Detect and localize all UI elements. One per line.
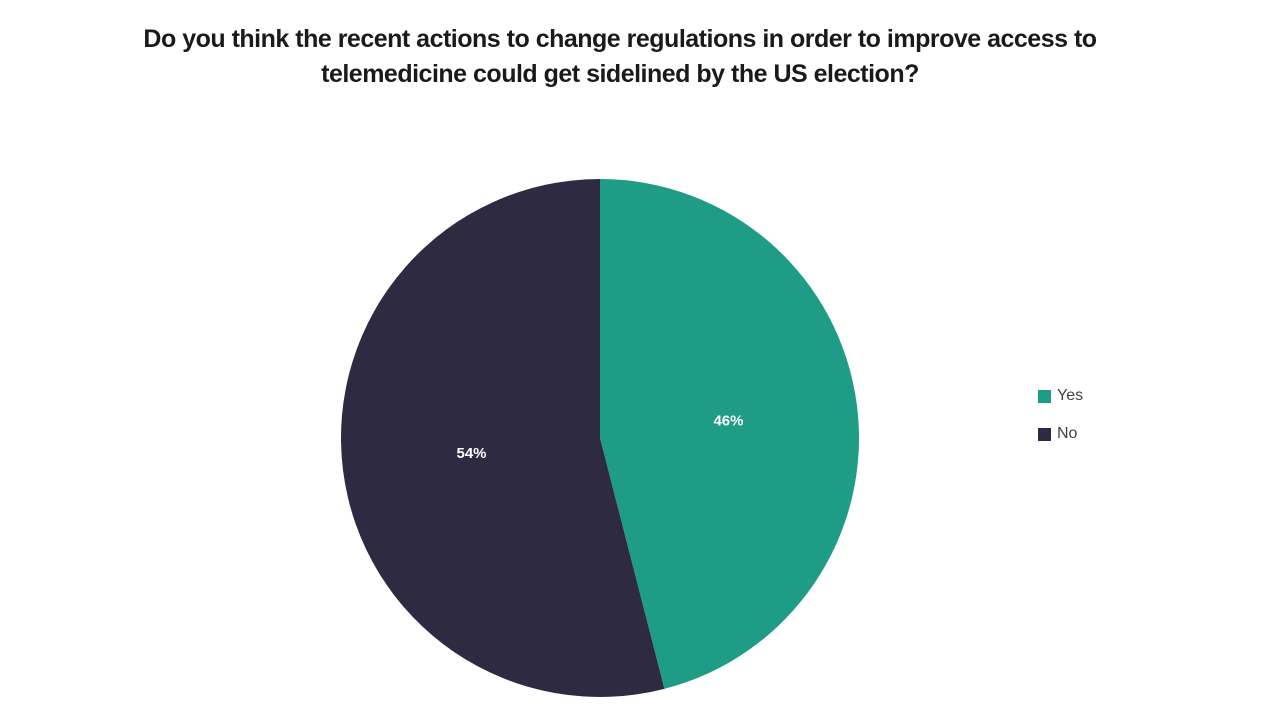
legend-swatch-yes	[1038, 389, 1051, 403]
pie-slice-label-no: 54%	[457, 445, 487, 462]
chart-title-line-2: telemedicine could get sidelined by the …	[321, 60, 919, 88]
pie-slice-label-yes: 46%	[713, 413, 743, 430]
pie-slice-yes	[600, 179, 859, 689]
legend-item-no: No	[1038, 424, 1083, 444]
legend-label-no: No	[1057, 425, 1078, 442]
chart-title: Do you think the recent actions to chang…	[60, 22, 1180, 92]
chart-legend: Yes No	[1038, 386, 1083, 444]
legend-item-yes: Yes	[1038, 386, 1083, 406]
pie-slice-no	[340, 179, 665, 698]
legend-swatch-no	[1038, 427, 1051, 441]
legend-label-yes: Yes	[1057, 387, 1084, 404]
chart-title-line-1: Do you think the recent actions to chang…	[143, 25, 1097, 53]
